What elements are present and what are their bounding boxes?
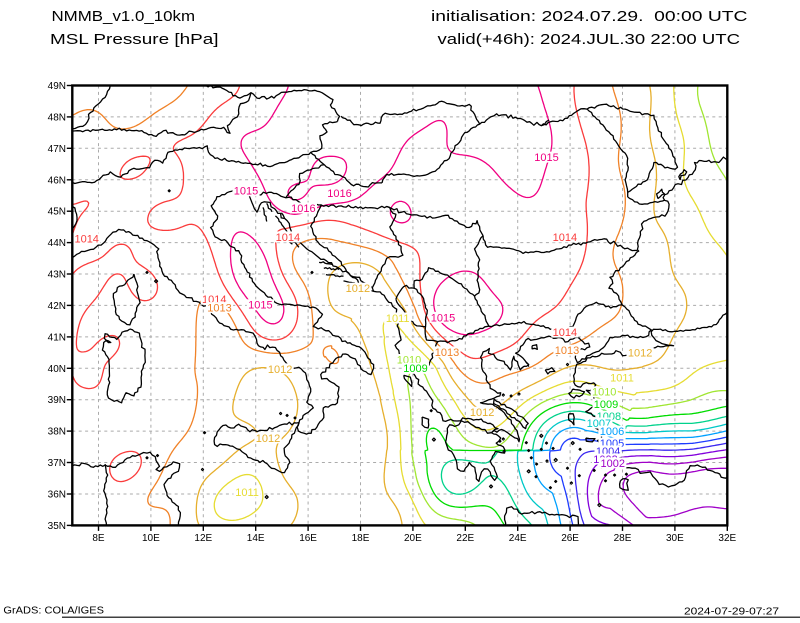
svg-text:1014: 1014 <box>276 232 300 244</box>
svg-text:initialisation: 2024.07.29. 0: initialisation: 2024.07.29. 00:00 UTC <box>431 8 748 25</box>
svg-text:40N: 40N <box>48 364 66 375</box>
svg-text:30E: 30E <box>666 533 684 544</box>
svg-text:35N: 35N <box>48 521 66 532</box>
svg-text:1009: 1009 <box>403 363 427 375</box>
svg-text:1015: 1015 <box>234 186 258 198</box>
svg-text:1011: 1011 <box>235 487 259 499</box>
svg-text:43N: 43N <box>48 270 66 281</box>
svg-text:1009: 1009 <box>594 399 618 411</box>
svg-text:GrADS: COLA/IGES: GrADS: COLA/IGES <box>3 606 104 617</box>
svg-text:2024-07-29-07:27: 2024-07-29-07:27 <box>684 607 780 618</box>
svg-text:1010: 1010 <box>592 387 616 399</box>
svg-text:36N: 36N <box>48 490 66 501</box>
svg-text:NMMB_v1.0_10km: NMMB_v1.0_10km <box>52 8 196 25</box>
svg-text:1012: 1012 <box>346 283 370 295</box>
svg-text:1012: 1012 <box>268 364 292 376</box>
svg-text:1015: 1015 <box>534 152 558 164</box>
svg-text:46N: 46N <box>48 175 66 186</box>
svg-text:8E: 8E <box>92 533 105 544</box>
svg-text:38N: 38N <box>48 427 66 438</box>
svg-text:10E: 10E <box>142 533 160 544</box>
svg-text:39N: 39N <box>48 395 66 406</box>
svg-text:45N: 45N <box>48 207 66 218</box>
svg-text:1011: 1011 <box>610 373 634 385</box>
svg-text:47N: 47N <box>48 144 66 155</box>
svg-text:1016: 1016 <box>327 188 351 200</box>
svg-text:1002: 1002 <box>601 458 625 470</box>
svg-text:42N: 42N <box>48 301 66 312</box>
svg-text:44N: 44N <box>48 238 66 249</box>
svg-text:41N: 41N <box>48 332 66 343</box>
svg-text:22E: 22E <box>456 533 474 544</box>
svg-text:16E: 16E <box>299 533 317 544</box>
svg-text:MSL Pressure [hPa]: MSL Pressure [hPa] <box>50 31 219 48</box>
svg-text:1016: 1016 <box>291 203 315 215</box>
svg-text:1013: 1013 <box>207 303 231 315</box>
svg-text:1013: 1013 <box>435 347 459 359</box>
svg-text:24E: 24E <box>509 533 527 544</box>
svg-text:48N: 48N <box>48 112 66 123</box>
svg-text:1012: 1012 <box>628 348 652 360</box>
svg-text:1014: 1014 <box>553 327 577 339</box>
svg-text:valid(+46h): 2024.JUL.30 22:00: valid(+46h): 2024.JUL.30 22:00 UTC <box>438 31 741 48</box>
svg-text:12E: 12E <box>194 533 212 544</box>
svg-text:1011: 1011 <box>386 313 410 325</box>
svg-text:20E: 20E <box>404 533 422 544</box>
svg-text:37N: 37N <box>48 458 66 469</box>
svg-text:1013: 1013 <box>555 345 579 357</box>
svg-text:1006: 1006 <box>600 426 624 438</box>
svg-text:1014: 1014 <box>553 232 577 244</box>
svg-text:18E: 18E <box>352 533 370 544</box>
svg-text:1012: 1012 <box>256 433 280 445</box>
svg-text:26E: 26E <box>561 533 579 544</box>
svg-text:1015: 1015 <box>248 300 272 312</box>
svg-text:28E: 28E <box>614 533 632 544</box>
svg-text:32E: 32E <box>718 533 736 544</box>
svg-text:14E: 14E <box>247 533 265 544</box>
svg-text:1014: 1014 <box>74 234 98 246</box>
svg-text:1015: 1015 <box>431 312 455 324</box>
svg-text:1012: 1012 <box>470 407 494 419</box>
svg-text:49N: 49N <box>48 81 66 92</box>
